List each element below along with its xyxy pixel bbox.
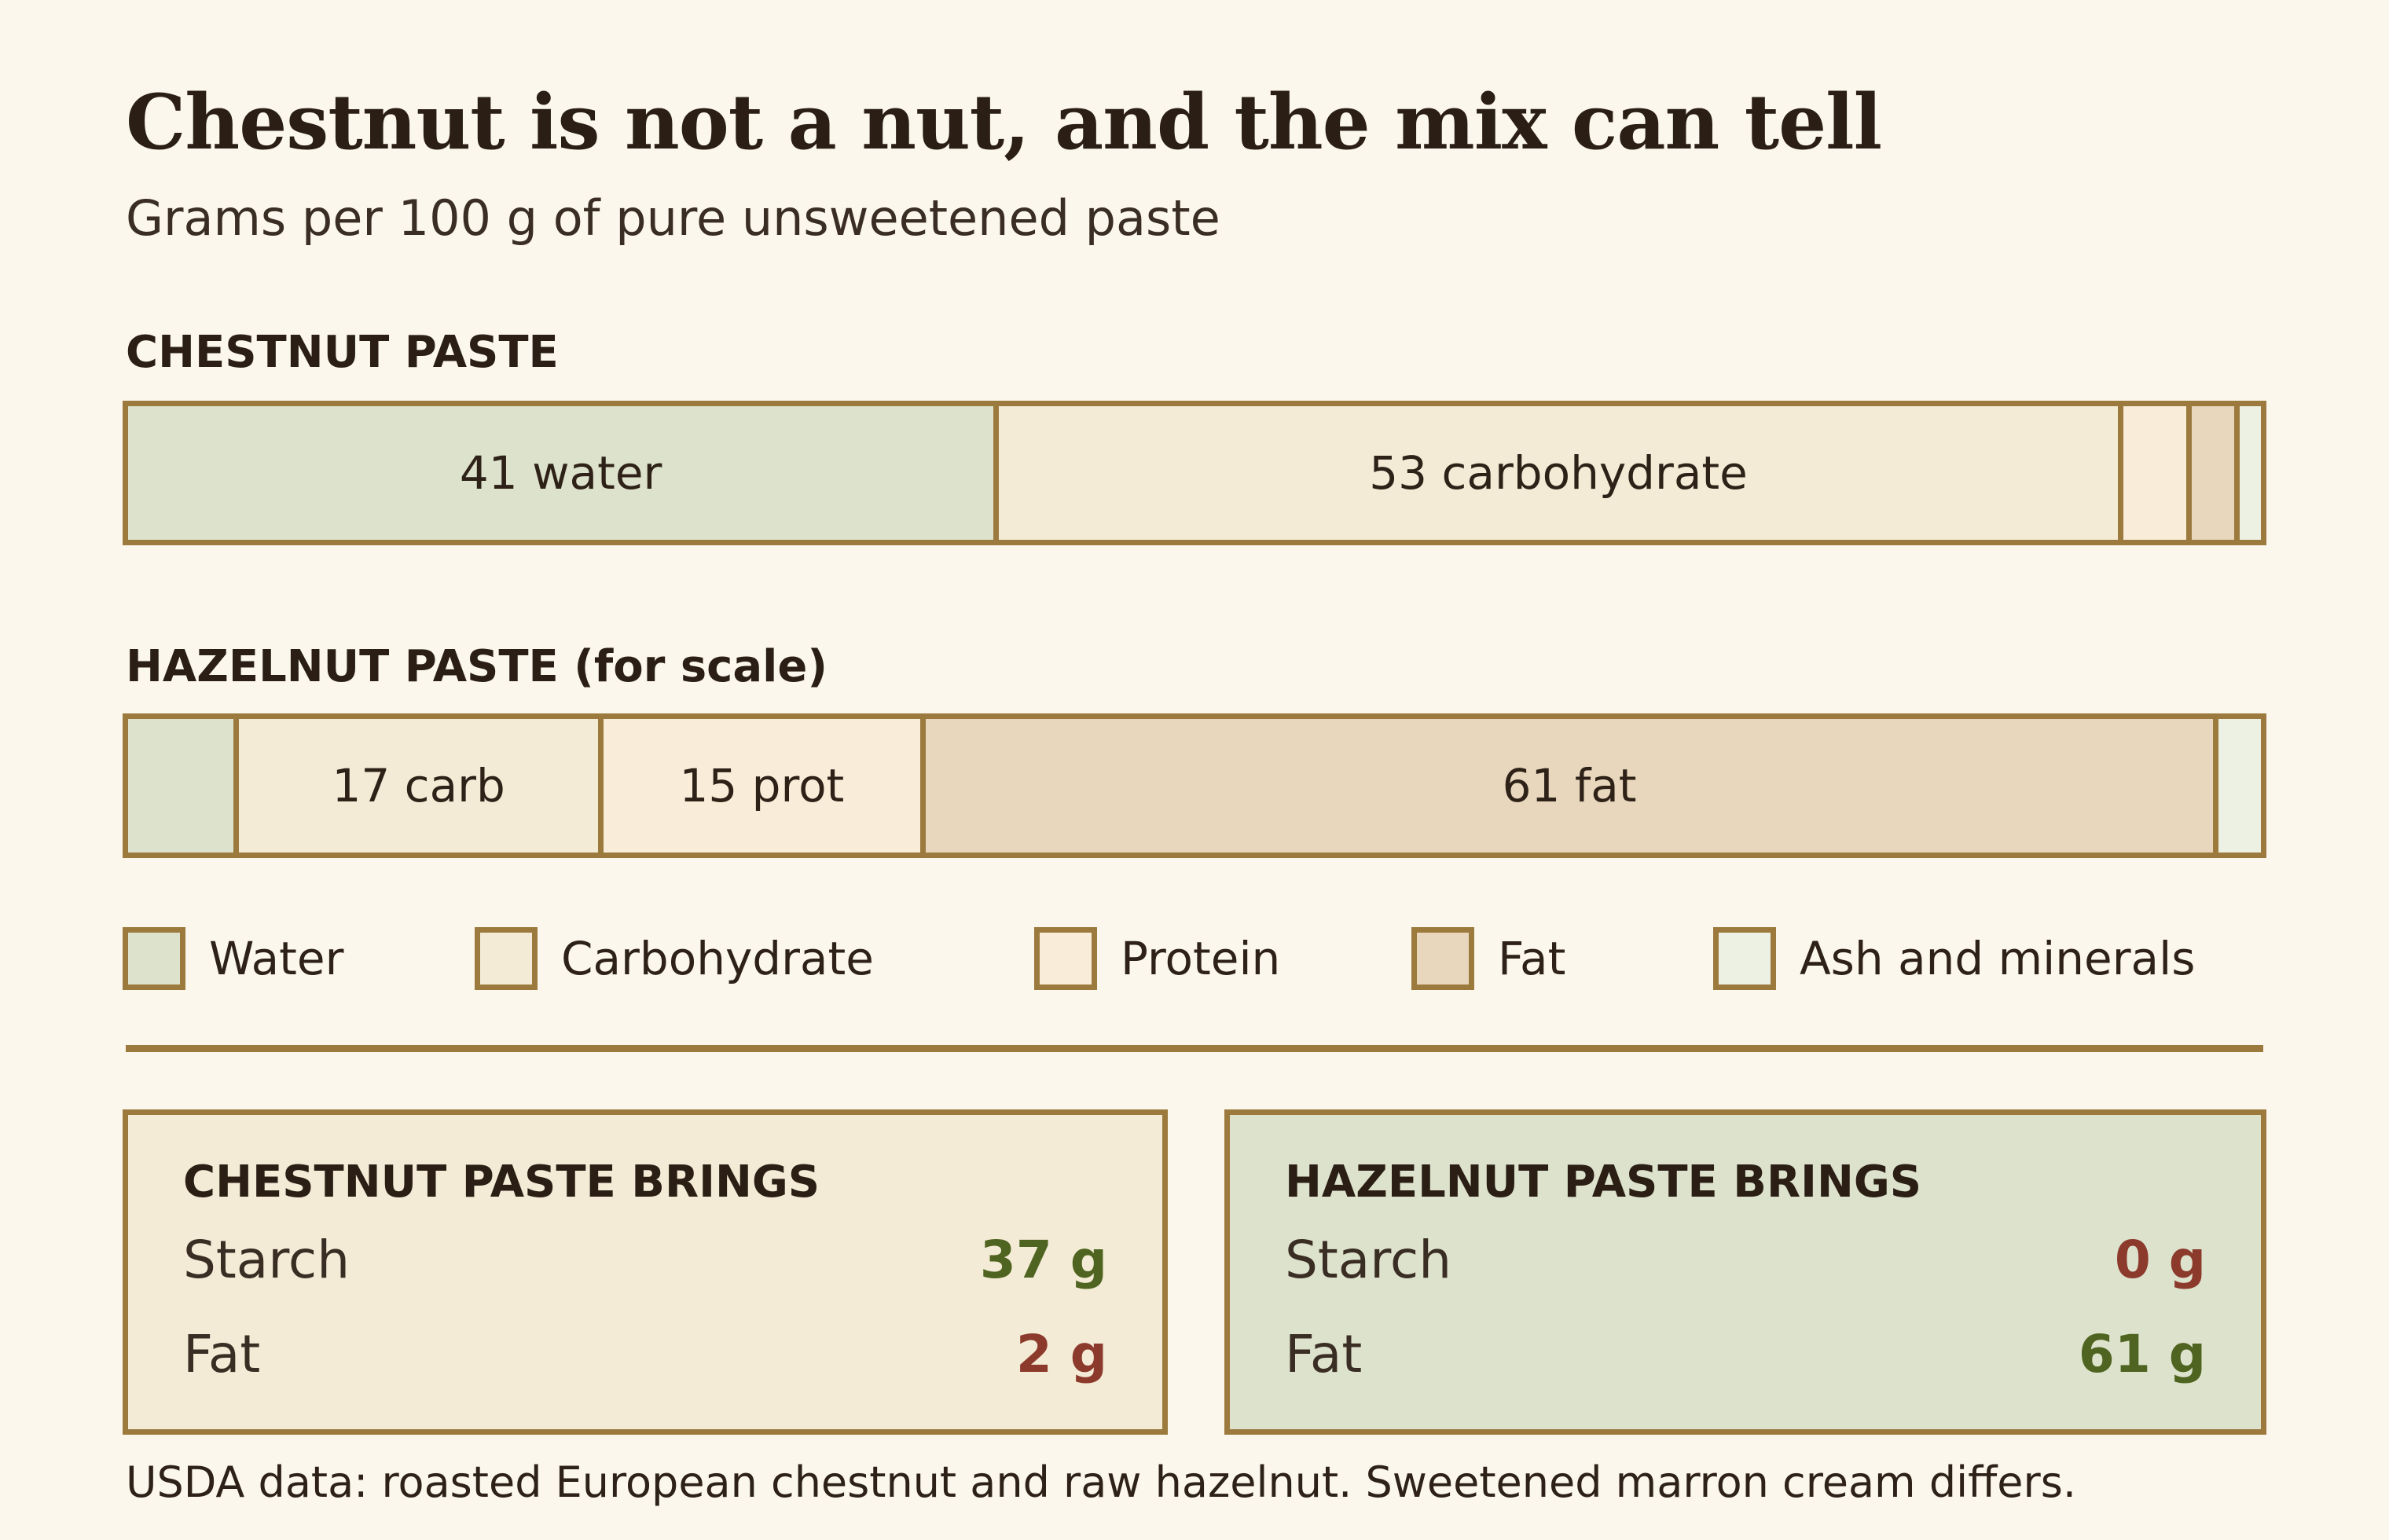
hazelnut-segment-carbohydrate: 17 carb <box>239 719 604 852</box>
hazelnut-segment-label-fat: 61 fat <box>1502 759 1637 812</box>
hazelnut-segment-label-carbohydrate: 17 carb <box>332 759 505 812</box>
chestnut-segment-fat <box>2192 406 2240 540</box>
chestnut-segment-ash <box>2240 406 2261 540</box>
chestnut-segment-label-carbohydrate: 53 carbohydrate <box>1369 446 1748 500</box>
hazelnut-starch-value: 0 g <box>2114 1229 2206 1290</box>
legend-swatch-ash <box>1713 927 1776 990</box>
chart-title: Chestnut is not a nut, and the mix can t… <box>126 78 1882 167</box>
chestnut-bar-label: CHESTNUT PASTE <box>126 327 559 378</box>
hazelnut-starch-label: Starch <box>1285 1229 1452 1290</box>
hazelnut-fat-row: Fat 61 g <box>1285 1307 2206 1401</box>
footnote: USDA data: roasted European chestnut and… <box>126 1458 2077 1507</box>
legend-label-fat: Fat <box>1498 932 1566 985</box>
chestnut-segment-water: 41 water <box>128 406 1000 540</box>
legend-swatch-fat <box>1411 927 1474 990</box>
chestnut-starch-value: 37 g <box>979 1229 1107 1290</box>
legend-swatch-protein <box>1034 927 1097 990</box>
hazelnut-starch-row: Starch 0 g <box>1285 1212 2206 1307</box>
chestnut-stacked-bar: 41 water 53 carbohydrate <box>123 401 2266 545</box>
chestnut-card-title: CHESTNUT PASTE BRINGS <box>183 1157 820 1208</box>
chart-subtitle: Grams per 100 g of pure unsweetened past… <box>126 189 1220 247</box>
hazelnut-stacked-bar: 17 carb 15 prot 61 fat <box>123 713 2266 858</box>
hazelnut-segment-fat: 61 fat <box>925 719 2219 852</box>
hazelnut-segment-protein: 15 prot <box>603 719 926 852</box>
hazelnut-fat-label: Fat <box>1285 1323 1363 1384</box>
legend-item-water: Water <box>123 927 343 990</box>
legend-swatch-water <box>123 927 185 990</box>
chestnut-fat-row: Fat 2 g <box>183 1307 1107 1401</box>
chestnut-summary-card: CHESTNUT PASTE BRINGS Starch 37 g Fat 2 … <box>123 1109 1168 1435</box>
hazelnut-bar-label: HAZELNUT PASTE (for scale) <box>126 641 828 692</box>
legend-item-protein: Protein <box>1034 927 1280 990</box>
hazelnut-card-title: HAZELNUT PASTE BRINGS <box>1285 1157 1922 1208</box>
hazelnut-segment-label-protein: 15 prot <box>679 759 845 812</box>
hazelnut-segment-water <box>128 719 240 852</box>
legend-label-carbohydrate: Carbohydrate <box>561 932 874 985</box>
chestnut-starch-row: Starch 37 g <box>183 1212 1107 1307</box>
chestnut-starch-label: Starch <box>183 1229 350 1290</box>
legend: Water Carbohydrate Protein Fat Ash and m… <box>123 927 2276 990</box>
legend-label-ash: Ash and minerals <box>1800 932 2196 985</box>
hazelnut-segment-ash <box>2218 719 2261 852</box>
legend-item-ash: Ash and minerals <box>1713 927 2195 990</box>
legend-swatch-carbohydrate <box>475 927 538 990</box>
chestnut-segment-protein <box>2123 406 2193 540</box>
chestnut-segment-label-water: 41 water <box>459 446 662 500</box>
divider <box>126 1045 2263 1052</box>
legend-label-water: Water <box>209 932 344 985</box>
hazelnut-fat-value: 61 g <box>2078 1323 2206 1384</box>
hazelnut-summary-card: HAZELNUT PASTE BRINGS Starch 0 g Fat 61 … <box>1224 1109 2266 1435</box>
legend-label-protein: Protein <box>1121 932 1281 985</box>
chestnut-segment-carbohydrate: 53 carbohydrate <box>999 406 2123 540</box>
legend-item-fat: Fat <box>1411 927 1565 990</box>
chestnut-fat-value: 2 g <box>1015 1323 1107 1384</box>
legend-item-carbohydrate: Carbohydrate <box>475 927 874 990</box>
chestnut-fat-label: Fat <box>183 1323 261 1384</box>
